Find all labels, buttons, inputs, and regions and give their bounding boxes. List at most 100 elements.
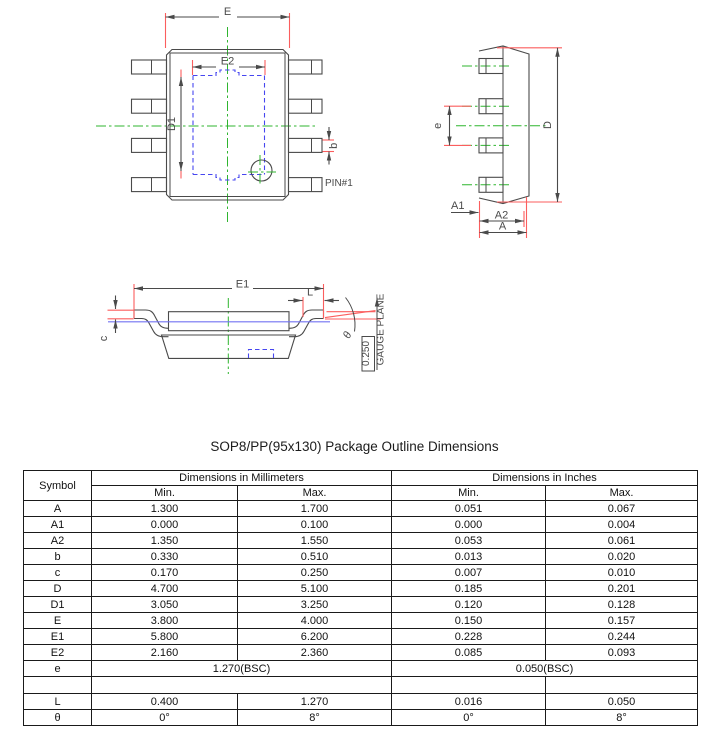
cell-in-min: 0.000 <box>391 516 547 533</box>
cell-in-min: 0.053 <box>391 532 547 549</box>
dimension-E1: E1 <box>133 279 325 319</box>
cell-in-min: 0.185 <box>391 580 547 597</box>
cell-mm-max: 1.550 <box>236 532 393 549</box>
cell-mm-min: 1.350 <box>91 532 238 549</box>
cell-symbol: E1 <box>23 628 92 645</box>
cell-mm-max: 0.510 <box>236 548 393 565</box>
cell-mm-max: 8° <box>236 709 393 726</box>
page-title: SOP8/PP(95x130) Package Outline Dimensio… <box>210 439 499 454</box>
dimension-A: A <box>479 197 528 238</box>
cell-mm-min: 0.400 <box>91 693 238 710</box>
dimension-D1: D1 <box>166 69 184 179</box>
dimension-L: L <box>288 287 339 317</box>
empty-cell <box>90 676 393 694</box>
gauge-plane-callout: 0.250 GAUGE PLANE <box>361 293 387 372</box>
cell-in-bsc: 0.050(BSC) <box>391 660 699 677</box>
dim-label-E: E <box>224 6 231 18</box>
cell-mm-max: 3.250 <box>236 596 393 613</box>
pin1-marker-circle <box>250 159 273 182</box>
side-view-drawing: e D A1 A2 A <box>432 45 562 238</box>
cell-mm-max: 6.200 <box>236 628 393 645</box>
package-body-inner-edge <box>169 52 286 197</box>
table-row-c: c 0.170 0.250 0.007 0.010 <box>23 564 699 581</box>
col-header-in-max: Max. <box>545 485 699 501</box>
cell-in-min: 0.228 <box>391 628 547 645</box>
cell-mm-max: 4.000 <box>236 612 393 629</box>
cell-mm-min: 0.000 <box>91 516 238 533</box>
cell-in-min: 0.016 <box>391 693 547 710</box>
cell-mm-max: 1.270 <box>236 693 393 710</box>
table-row-L: L 0.400 1.270 0.016 0.050 <box>23 693 699 710</box>
cell-mm-max: 1.700 <box>236 500 393 517</box>
dim-label-D1: D1 <box>166 117 178 131</box>
cell-symbol: b <box>23 548 92 565</box>
front-view-drawing: E1 L c θ 0.250 GAUGE PLANE <box>98 279 387 374</box>
cell-mm-max: 2.360 <box>236 644 393 661</box>
cell-mm-min: 3.800 <box>91 612 238 629</box>
table-row-A: A 1.300 1.700 0.051 0.067 <box>23 500 699 517</box>
cell-in-max: 0.157 <box>545 612 699 629</box>
cell-mm-max: 0.250 <box>236 564 393 581</box>
dimension-A1: A1 <box>451 200 481 238</box>
dim-label-E1: E1 <box>236 279 249 291</box>
gauge-value-label: 0.250 <box>361 341 372 366</box>
dimension-b: b <box>322 127 340 165</box>
cell-mm-min: 4.700 <box>91 580 238 597</box>
empty-cell <box>23 676 92 694</box>
cell-in-max: 0.020 <box>545 548 699 565</box>
empty-cell <box>545 676 699 694</box>
front-hidden-notch <box>247 348 275 358</box>
gauge-plane-label: GAUGE PLANE <box>376 293 387 365</box>
dim-label-e: e <box>432 123 444 129</box>
dim-label-A1: A1 <box>451 200 464 212</box>
cell-mm-min: 0.170 <box>91 564 238 581</box>
right-pins <box>287 59 323 193</box>
cell-symbol: D1 <box>23 596 92 613</box>
dim-label-theta: θ <box>341 330 354 341</box>
table-row-A1: A1 0.000 0.100 0.000 0.004 <box>23 516 699 533</box>
cell-in-max: 0.244 <box>545 628 699 645</box>
dimension-E2: E2 <box>191 56 266 75</box>
col-header-mm-min: Min. <box>91 485 238 501</box>
table-row-E2: E2 2.160 2.360 0.085 0.093 <box>23 644 699 661</box>
col-header-mm-max: Max. <box>236 485 393 501</box>
cell-symbol: e <box>23 660 92 677</box>
cell-symbol: θ <box>23 709 92 726</box>
table-row-spacer <box>23 676 699 694</box>
col-header-in-min: Min. <box>391 485 547 501</box>
pin1-label: PIN#1 <box>325 178 353 189</box>
exposed-pad-outline <box>192 69 266 181</box>
empty-cell <box>391 676 547 694</box>
cell-in-max: 8° <box>545 709 699 726</box>
cell-symbol: L <box>23 693 92 710</box>
cell-in-max: 0.201 <box>545 580 699 597</box>
table-row-b: b 0.330 0.510 0.013 0.020 <box>23 548 699 565</box>
dimension-theta: θ <box>324 297 381 341</box>
cell-in-min: 0° <box>391 709 547 726</box>
cell-in-max: 0.010 <box>545 564 699 581</box>
cell-mm-min: 2.160 <box>91 644 238 661</box>
dim-label-c: c <box>98 335 110 341</box>
dimension-e-pitch: e <box>432 105 471 146</box>
right-lead <box>288 309 325 338</box>
cell-symbol: c <box>23 564 92 581</box>
dim-label-D: D <box>542 121 554 129</box>
dim-label-A: A <box>499 221 507 233</box>
dim-label-b: b <box>328 143 340 149</box>
dimension-A2: A2 <box>479 210 525 227</box>
cell-in-min: 0.085 <box>391 644 547 661</box>
cell-in-max: 0.061 <box>545 532 699 549</box>
table-row-D: D 4.700 5.100 0.185 0.201 <box>23 580 699 597</box>
left-lead <box>133 309 169 338</box>
cell-symbol: A <box>23 500 92 517</box>
inch-group-header: Dimensions in Inches <box>391 470 699 486</box>
side-pins <box>478 57 504 193</box>
table-row-e: e 1.270(BSC) 0.050(BSC) <box>23 660 699 677</box>
package-outline-drawing: E E2 D1 b PIN#1 <box>96 6 562 374</box>
cell-in-max: 0.067 <box>545 500 699 517</box>
cell-symbol: D <box>23 580 92 597</box>
table-row-E: E 3.800 4.000 0.150 0.157 <box>23 612 699 629</box>
cell-mm-bsc: 1.270(BSC) <box>90 660 393 677</box>
cell-mm-min: 1.300 <box>91 500 238 517</box>
